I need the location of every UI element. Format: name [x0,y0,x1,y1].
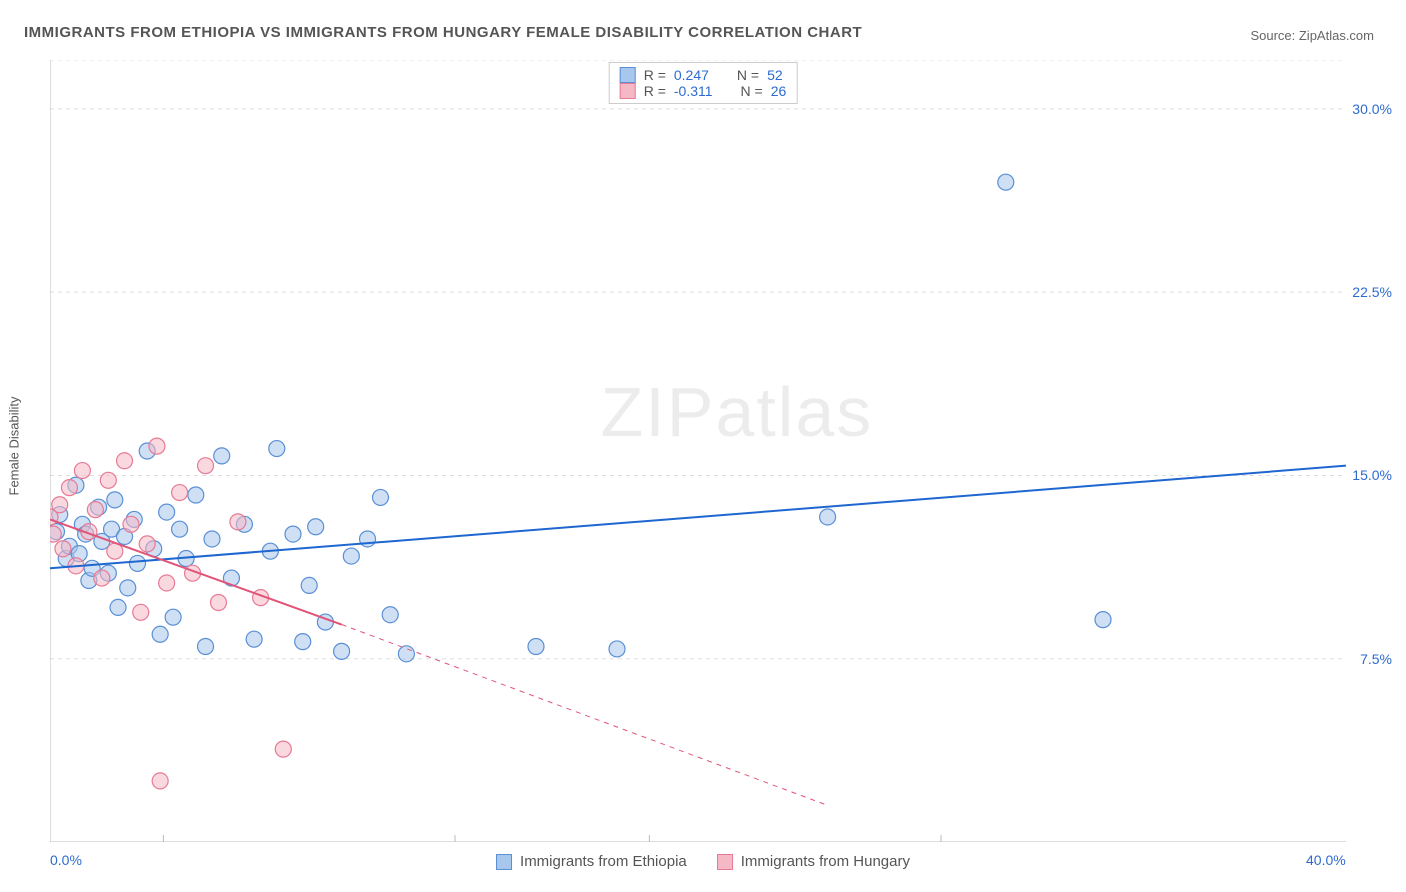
r-value: -0.311 [674,83,713,99]
y-tick-label: 7.5% [1360,651,1392,667]
r-value: 0.247 [674,67,709,83]
n-value: 52 [767,67,783,83]
source-attribution: Source: ZipAtlas.com [1250,28,1374,43]
y-axis-label: Female Disability [7,397,22,496]
r-label: R = [644,83,666,99]
r-label: R = [644,67,666,83]
legend-swatch [496,854,512,870]
n-label: N = [741,83,763,99]
y-tick-label: 15.0% [1352,467,1392,483]
legend-series-item: Immigrants from Hungary [717,853,910,870]
n-value: 26 [771,83,787,99]
legend-swatch [717,854,733,870]
legend-series-item: Immigrants from Ethiopia [496,853,687,870]
legend-series-label: Immigrants from Ethiopia [520,853,687,870]
chart-svg [50,60,1346,842]
plot-area: ZIPatlas [50,60,1346,842]
legend-series-label: Immigrants from Hungary [741,853,910,870]
y-tick-label: 30.0% [1352,101,1392,117]
legend-correlation: R = 0.247 N = 52 R = -0.311 N = 26 [609,62,798,104]
source-label: Source: [1250,28,1298,43]
n-label: N = [737,67,759,83]
source-value: ZipAtlas.com [1299,28,1374,43]
legend-swatch [620,83,636,99]
legend-swatch [620,67,636,83]
legend-series: Immigrants from Ethiopia Immigrants from… [496,853,910,870]
x-tick-label: 0.0% [50,852,82,868]
y-tick-label: 22.5% [1352,284,1392,300]
x-tick-label: 40.0% [1306,852,1346,868]
legend-correlation-row: R = -0.311 N = 26 [620,83,787,99]
chart-title: IMMIGRANTS FROM ETHIOPIA VS IMMIGRANTS F… [24,24,862,41]
legend-correlation-row: R = 0.247 N = 52 [620,67,787,83]
